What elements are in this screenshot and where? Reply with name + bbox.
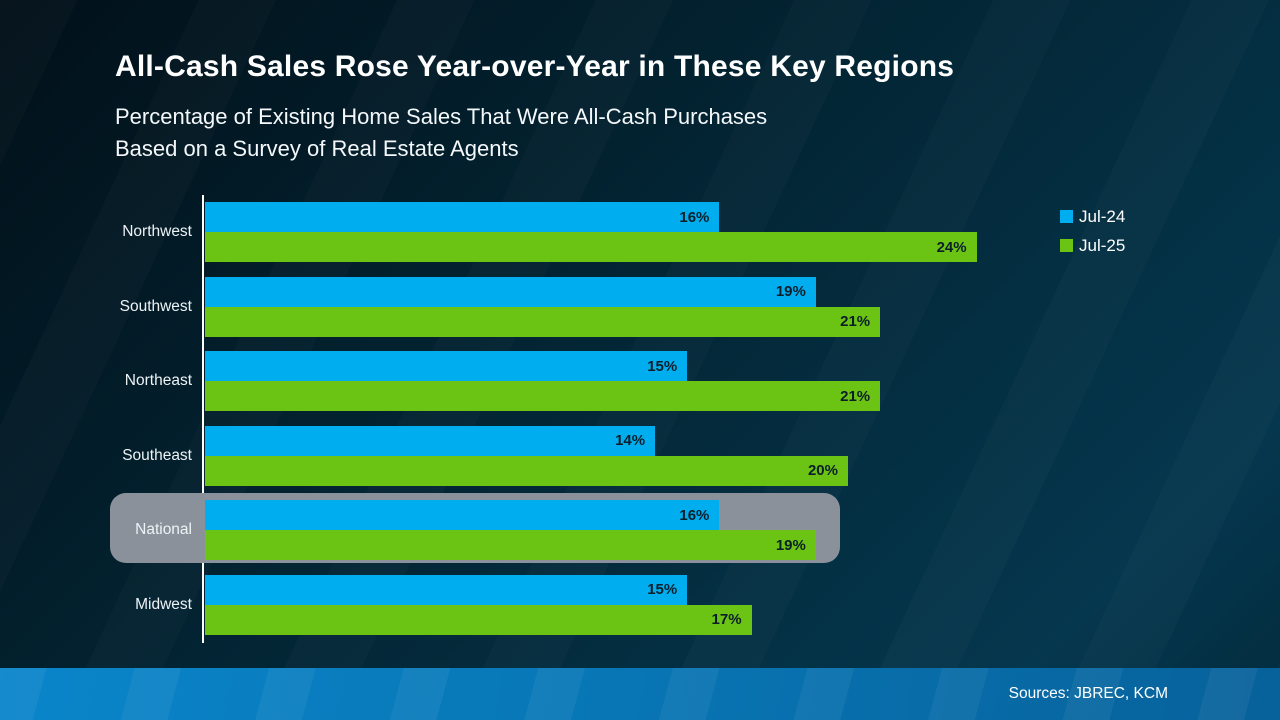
value-label-jul25-national: 19%	[775, 536, 806, 554]
value-label-jul25-northeast: 21%	[840, 387, 871, 405]
category-label-northeast: Northeast	[124, 372, 192, 389]
bar-jul24-northwest: 16%	[205, 202, 720, 232]
value-label-jul25-midwest: 17%	[711, 611, 742, 628]
value-label-jul24-southeast: 14%	[615, 432, 646, 449]
chart-subtitle-line2: Based on a Survey of Real Estate Agents	[115, 136, 519, 161]
bar-jul25-midwest: 17%	[205, 604, 752, 635]
category-label-northwest: Northwest	[122, 223, 192, 240]
value-label-jul25-southeast: 20%	[807, 462, 838, 479]
page-title: All-Cash Sales Rose Year-over-Year in Th…	[115, 50, 955, 83]
value-label-jul24-northwest: 16%	[679, 208, 710, 226]
bar-jul25-northeast: 21%	[205, 381, 881, 411]
sources-text: Sources: JBREC, KCM	[1008, 685, 1168, 702]
bar-jul25-southeast: 20%	[205, 455, 848, 486]
footer-band: Sources: JBREC, KCM	[0, 668, 1280, 720]
value-label-jul25-northwest: 24%	[936, 238, 967, 256]
bar-jul25-northwest: 24%	[205, 232, 977, 262]
category-label-southwest: Southwest	[119, 297, 192, 315]
value-label-jul24-national: 16%	[679, 506, 710, 524]
chart-subtitle-line1: Percentage of Existing Home Sales That W…	[115, 104, 768, 129]
category-label-national: National	[135, 521, 192, 538]
bar-jul25-southwest: 21%	[205, 306, 881, 337]
legend-label-jul24: Jul-24	[1079, 206, 1126, 226]
bar-jul24-southwest: 19%	[205, 276, 816, 307]
chart-legend: Jul-24 Jul-25	[1060, 202, 1125, 260]
value-label-jul25-southwest: 21%	[840, 313, 871, 330]
bar-jul25-national: 19%	[205, 530, 816, 560]
legend-label-jul25: Jul-25	[1079, 235, 1126, 255]
bar-jul24-southeast: 14%	[205, 425, 656, 456]
value-label-jul24-midwest: 15%	[647, 581, 678, 598]
bar-jul24-northeast: 15%	[205, 351, 688, 381]
category-label-midwest: Midwest	[135, 595, 192, 613]
legend-item-jul24: Jul-24	[1060, 202, 1125, 231]
axis-baseline	[202, 195, 204, 643]
bar-jul24-national: 16%	[205, 500, 720, 530]
legend-swatch-jul24-icon	[1060, 210, 1073, 223]
legend-swatch-jul25-icon	[1060, 239, 1073, 252]
legend-item-jul25: Jul-25	[1060, 231, 1125, 260]
value-label-jul24-northeast: 15%	[647, 357, 678, 375]
category-label-southeast: Southeast	[122, 446, 192, 464]
bar-jul24-midwest: 15%	[205, 574, 688, 605]
value-label-jul24-southwest: 19%	[775, 283, 806, 300]
